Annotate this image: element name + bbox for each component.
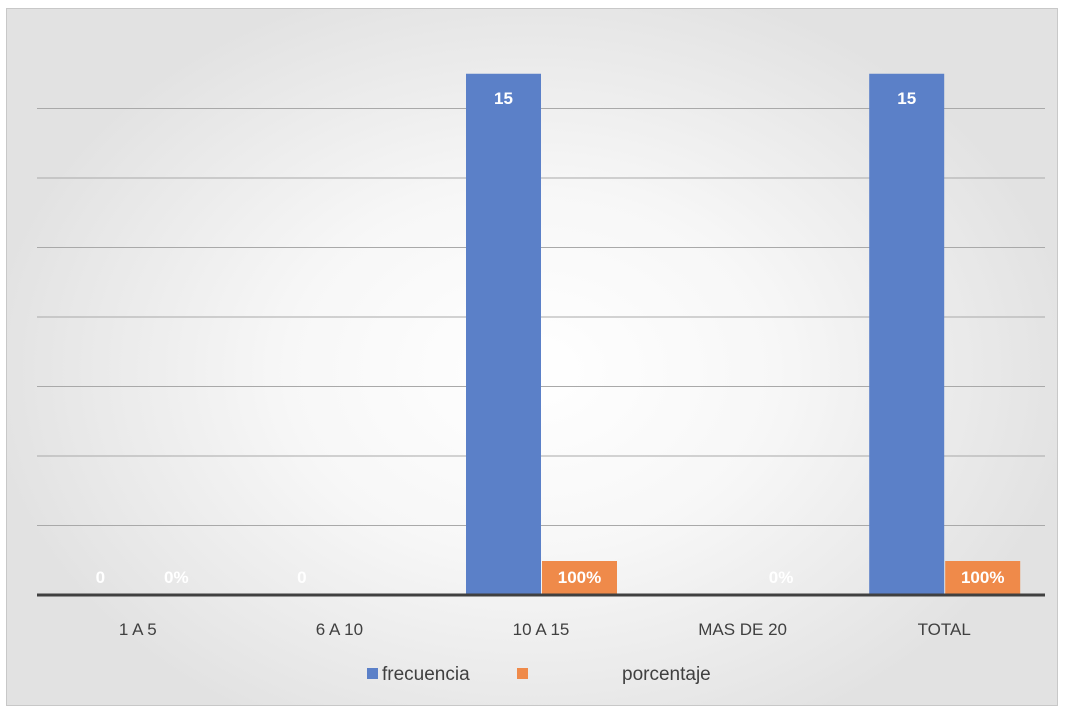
data-label-frecuencia: 15 — [494, 89, 513, 108]
legend-swatch — [517, 668, 528, 679]
data-label-frecuencia: 15 — [897, 89, 916, 108]
data-label-porcentaje: 100% — [558, 568, 601, 587]
legend-swatch — [367, 668, 378, 679]
bar-frecuencia — [869, 73, 945, 595]
data-label-porcentaje: 100% — [961, 568, 1004, 587]
legend-label: frecuencia — [382, 664, 470, 685]
x-tick-label: 6 A 10 — [316, 620, 363, 639]
x-tick-label: 1 A 5 — [119, 620, 157, 639]
bar-chart: 0 0% 0 15 100% 0% 15 100% 1 A 5 6 A 10 10 A 15 MAS… — [37, 73, 1045, 685]
x-tick-labels: 1 A 5 6 A 10 10 A 15 MAS DE 20 TOTAL — [119, 620, 971, 639]
x-tick-label: 10 A 15 — [513, 620, 570, 639]
data-labels: 0 0% 0 15 100% 0% 15 100% — [96, 89, 1005, 587]
legend-label: porcentaje — [622, 664, 711, 685]
bars — [466, 73, 1021, 595]
data-label-frecuencia: 0 — [297, 568, 306, 587]
bar-porcentaje — [945, 561, 1021, 595]
bar-porcentaje — [542, 561, 617, 595]
chart-frame: 0 0% 0 15 100% 0% 15 100% 1 A 5 6 A 10 10 A 15 MAS… — [6, 8, 1058, 706]
data-label-porcentaje: 0% — [769, 568, 794, 587]
legend: frecuencia porcentaje — [367, 664, 711, 685]
x-tick-label: TOTAL — [918, 620, 971, 639]
data-label-frecuencia: 0 — [96, 568, 105, 587]
bar-frecuencia — [466, 73, 541, 595]
x-tick-label: MAS DE 20 — [698, 620, 787, 639]
data-label-porcentaje: 0% — [164, 568, 189, 587]
